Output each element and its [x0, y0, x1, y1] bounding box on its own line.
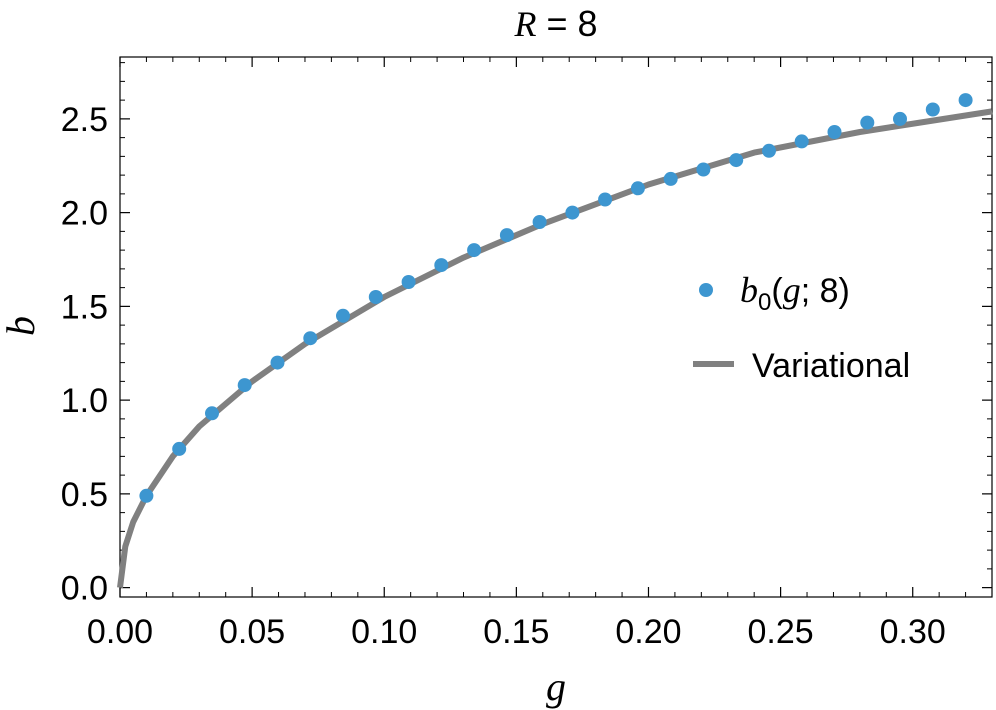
y-tick-label: 1.5 [61, 288, 108, 326]
data-point [401, 275, 416, 289]
x-tick-label: 0.00 [87, 613, 153, 651]
data-point [729, 153, 744, 168]
chart-title: R = 8 [513, 3, 597, 44]
data-point [893, 111, 907, 126]
title-variable: R [513, 4, 536, 44]
legend-b0-var: b [740, 270, 758, 310]
data-point [172, 441, 187, 456]
data-point [532, 215, 547, 229]
legend: b0(g; 8) Variational [693, 270, 910, 385]
data-point [270, 355, 285, 370]
data-point [434, 258, 449, 273]
data-point [303, 331, 318, 346]
y-tick-label: 0.0 [61, 570, 108, 608]
series-variational-line [117, 108, 993, 588]
data-point [237, 378, 252, 393]
legend-b0-rest: ; 8) [801, 272, 850, 310]
legend-b0-sub: 0 [758, 289, 771, 316]
y-tick-label: 1.0 [61, 382, 108, 420]
x-tick-label: 0.10 [351, 613, 417, 651]
y-tick-label: 0.5 [61, 476, 108, 514]
data-point [368, 290, 383, 304]
y-tick-label: 2.0 [61, 195, 108, 233]
x-tick-label: 0.25 [748, 613, 814, 651]
x-axis-label: g [546, 664, 566, 709]
title-value: 8 [578, 3, 598, 44]
data-point [958, 93, 973, 108]
data-point [565, 205, 580, 220]
data-point [499, 228, 514, 243]
series-b0-points [139, 93, 973, 503]
data-point [467, 243, 482, 258]
data-point [762, 143, 776, 158]
data-point [205, 406, 219, 421]
y-axis-label: b [0, 316, 43, 336]
data-point [663, 171, 678, 186]
legend-b0-arg: g [783, 270, 801, 310]
data-point [827, 125, 842, 139]
title-equals: = [536, 3, 577, 44]
y-tick-label: 2.5 [61, 101, 108, 139]
data-point [860, 115, 875, 130]
legend-marker-b0 [699, 283, 713, 297]
data-point [794, 134, 809, 149]
x-tick-label: 0.05 [219, 613, 285, 651]
data-point [630, 181, 645, 196]
legend-label-b0: b0(g; 8) [740, 270, 850, 316]
data-point [336, 308, 350, 323]
legend-b0-open: ( [771, 272, 783, 310]
data-point [598, 192, 613, 207]
axis-ticks: 0.00 0.05 0.10 0.15 0.20 0.25 0.30 0.0 0.5 1.0 1.5… [61, 57, 992, 651]
x-tick-label: 0.30 [880, 613, 946, 651]
data-point [139, 488, 154, 503]
plot-frame [119, 56, 993, 598]
x-tick-label: 0.20 [615, 613, 681, 651]
data-point [696, 162, 711, 177]
data-point [925, 102, 940, 117]
legend-label-variational: Variational [752, 347, 910, 385]
x-tick-label: 0.15 [483, 613, 549, 651]
